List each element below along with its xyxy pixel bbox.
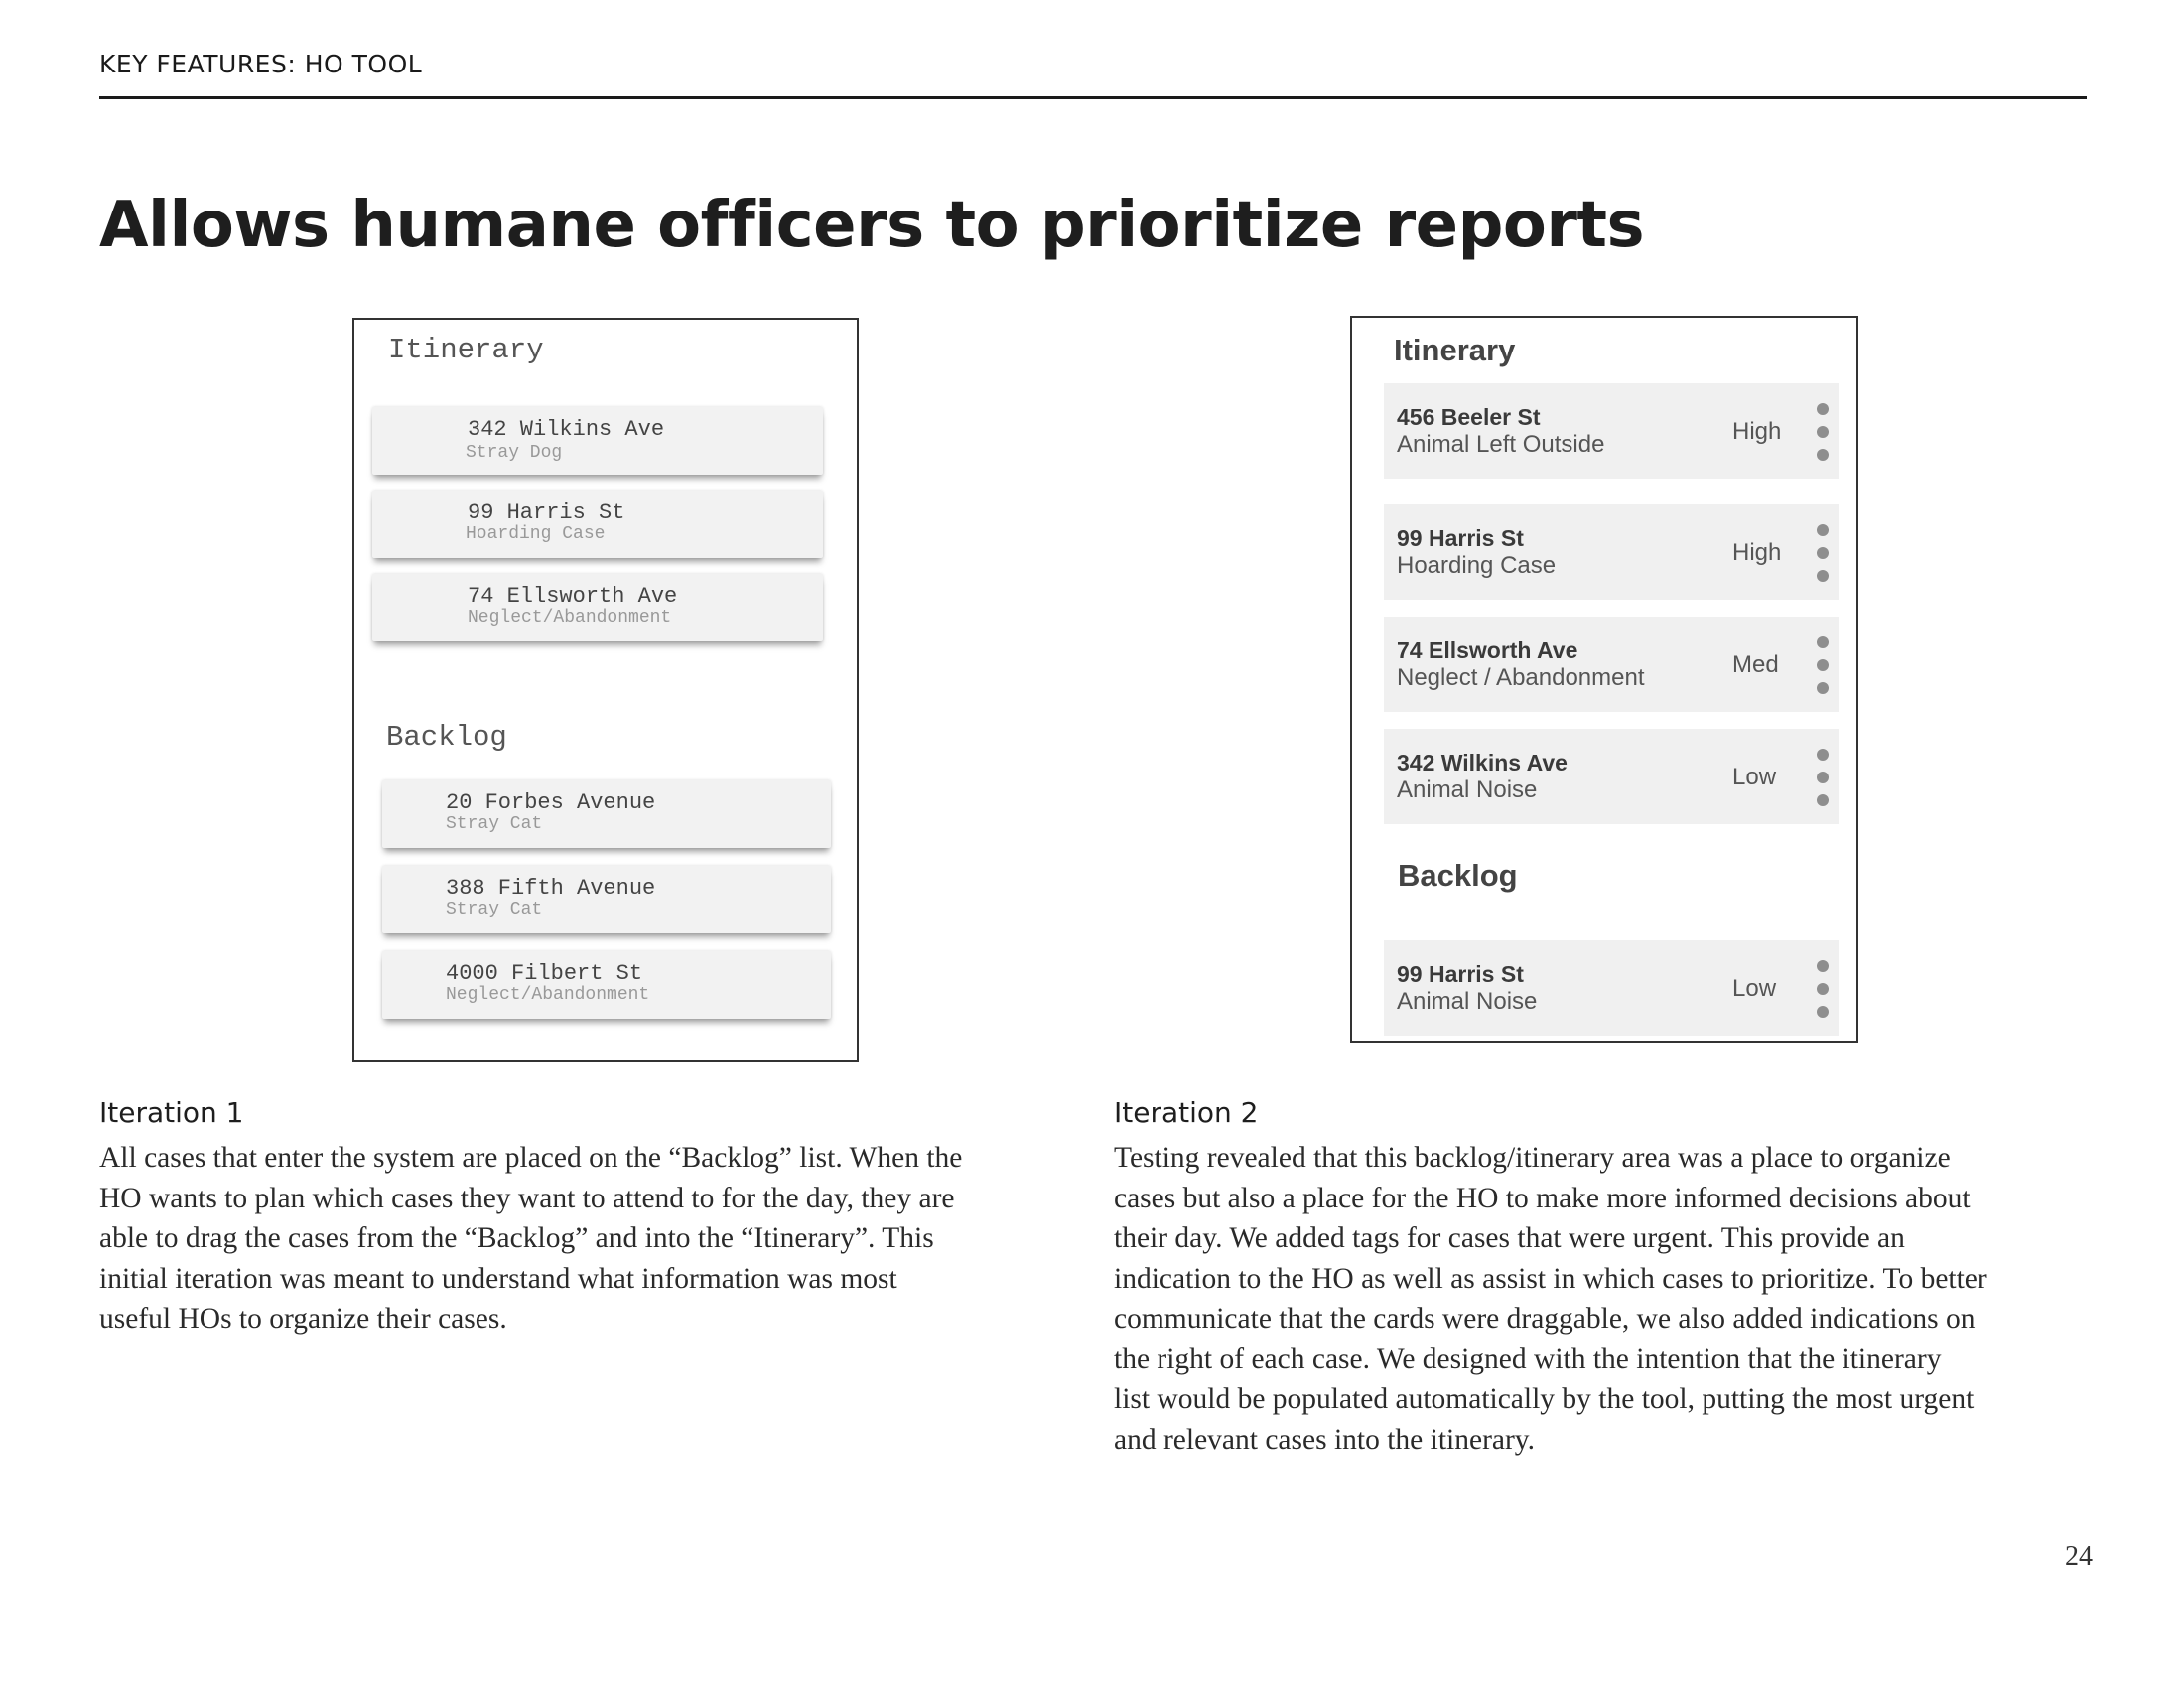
- drag-handle-icon[interactable]: [1817, 403, 1829, 463]
- caption-line: able to drag the cases from the “Backlog…: [99, 1222, 934, 1254]
- priority-tag: High: [1732, 418, 1782, 445]
- card-address: 456 Beeler St: [1397, 404, 1541, 430]
- caption-line: indication to the HO as well as assist i…: [1114, 1262, 1987, 1295]
- card-address: 342 Wilkins Ave: [468, 417, 665, 442]
- card-case-type: Animal Left Outside: [1397, 431, 1605, 458]
- backlog-card[interactable]: 4000 Filbert St Neglect/Abandonment: [382, 951, 831, 1019]
- itinerary-card[interactable]: 99 Harris St Hoarding Case: [372, 491, 823, 558]
- caption-line: HO wants to plan which cases they want t…: [99, 1182, 955, 1214]
- card-address: 388 Fifth Avenue: [446, 876, 656, 901]
- drag-handle-icon[interactable]: [1817, 636, 1829, 696]
- iteration2-caption-body: Testing revealed that this backlog/itine…: [1114, 1138, 1987, 1460]
- priority-tag: Med: [1732, 651, 1779, 678]
- card-case-type: Animal Noise: [1397, 776, 1538, 803]
- card-case-type: Neglect/Abandonment: [468, 608, 672, 628]
- iteration1-mockup: Itinerary 342 Wilkins Ave Stray Dog 99 H…: [352, 318, 859, 1062]
- card-address: 99 Harris St: [468, 500, 625, 525]
- itinerary-card[interactable]: 456 Beeler St Animal Left Outside High: [1384, 383, 1839, 479]
- caption-line: Testing revealed that this backlog/itine…: [1114, 1142, 1951, 1174]
- card-case-type: Stray Cat: [446, 814, 543, 834]
- iteration1-caption-body: All cases that enter the system are plac…: [99, 1138, 962, 1339]
- card-address: 99 Harris St: [1397, 961, 1524, 987]
- card-case-type: Neglect / Abandonment: [1397, 664, 1645, 691]
- drag-handle-icon[interactable]: [1817, 524, 1829, 584]
- iteration2-caption-title: Iteration 2: [1114, 1096, 1259, 1129]
- priority-tag: Low: [1732, 975, 1777, 1002]
- card-case-type: Animal Noise: [1397, 988, 1538, 1015]
- card-case-type: Hoarding Case: [466, 524, 606, 544]
- iteration1-caption-title: Iteration 1: [99, 1096, 244, 1129]
- card-address: 74 Ellsworth Ave: [1397, 637, 1578, 663]
- card-case-type: Neglect/Abandonment: [446, 985, 650, 1005]
- caption-line: list would be populated automatically by…: [1114, 1383, 1975, 1415]
- itinerary-card[interactable]: 99 Harris St Hoarding Case High: [1384, 504, 1839, 600]
- itinerary-card[interactable]: 74 Ellsworth Ave Neglect/Abandonment: [372, 574, 823, 641]
- caption-line: their day. We added tags for cases that …: [1114, 1222, 1905, 1254]
- itinerary-card[interactable]: 342 Wilkins Ave Stray Dog: [372, 407, 823, 475]
- caption-line: and relevant cases into the itinerary.: [1114, 1423, 1536, 1456]
- card-address: 20 Forbes Avenue: [446, 790, 656, 815]
- caption-line: initial iteration was meant to understan…: [99, 1262, 897, 1295]
- header-divider: [99, 96, 2087, 99]
- caption-line: All cases that enter the system are plac…: [99, 1142, 963, 1174]
- backlog-heading: Backlog: [1398, 858, 1518, 893]
- itinerary-card[interactable]: 74 Ellsworth Ave Neglect / Abandonment M…: [1384, 617, 1839, 712]
- itinerary-heading: Itinerary: [388, 334, 544, 366]
- caption-line: communicate that the cards were draggabl…: [1114, 1303, 1976, 1335]
- card-address: 99 Harris St: [1397, 525, 1524, 551]
- backlog-heading: Backlog: [386, 721, 507, 754]
- card-case-type: Stray Dog: [466, 443, 563, 463]
- card-case-type: Hoarding Case: [1397, 552, 1557, 579]
- page-number: 24: [2065, 1541, 2093, 1572]
- backlog-card[interactable]: 20 Forbes Avenue Stray Cat: [382, 780, 831, 848]
- drag-handle-icon[interactable]: [1817, 749, 1829, 808]
- iteration2-mockup: Itinerary 456 Beeler St Animal Left Outs…: [1350, 316, 1858, 1043]
- card-address: 342 Wilkins Ave: [1397, 750, 1568, 775]
- caption-line: cases but also a place for the HO to mak…: [1114, 1182, 1971, 1214]
- caption-line: useful HOs to organize their cases.: [99, 1303, 507, 1335]
- drag-handle-icon[interactable]: [1817, 960, 1829, 1020]
- priority-tag: Low: [1732, 764, 1777, 790]
- card-case-type: Stray Cat: [446, 900, 543, 919]
- caption-line: the right of each case. We designed with…: [1114, 1342, 1942, 1375]
- card-address: 4000 Filbert St: [446, 961, 643, 986]
- section-label: KEY FEATURES: HO TOOL: [99, 50, 423, 78]
- priority-tag: High: [1732, 539, 1782, 566]
- card-address: 74 Ellsworth Ave: [468, 584, 678, 609]
- page-title: Allows humane officers to prioritize rep…: [99, 189, 1645, 262]
- backlog-card[interactable]: 388 Fifth Avenue Stray Cat: [382, 866, 831, 933]
- backlog-card[interactable]: 99 Harris St Animal Noise Low: [1384, 940, 1839, 1036]
- itinerary-heading: Itinerary: [1394, 333, 1516, 367]
- itinerary-card[interactable]: 342 Wilkins Ave Animal Noise Low: [1384, 729, 1839, 824]
